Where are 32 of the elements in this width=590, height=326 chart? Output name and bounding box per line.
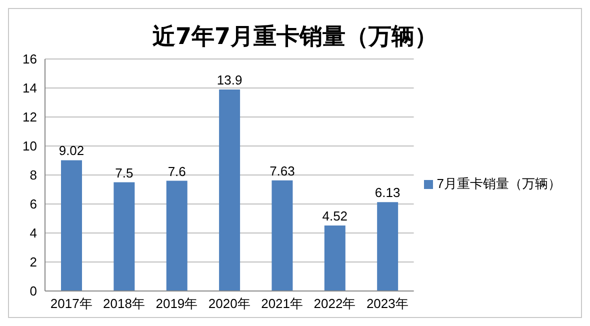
x-tick-label: 2019年 (156, 296, 198, 312)
y-tick-label: 16 (22, 52, 37, 67)
chart-title: 近7年7月重卡销量（万辆） (151, 23, 438, 51)
bar (272, 180, 293, 291)
y-tick-label: 6 (30, 196, 37, 212)
y-tick-label: 12 (22, 110, 37, 125)
x-tick-label: 2023年 (366, 296, 408, 312)
x-tick-label: 2017年 (50, 296, 92, 312)
bar (324, 225, 346, 291)
data-label: 9.02 (58, 143, 84, 158)
data-label: 13.9 (216, 72, 242, 88)
x-tick-label: 2018年 (103, 296, 145, 312)
x-tick-label: 2021年 (261, 296, 304, 312)
bar (61, 160, 82, 291)
legend-label: 7月重卡销量（万辆） (436, 176, 561, 191)
bar (114, 182, 135, 291)
bar (219, 89, 240, 291)
data-label: 7.6 (168, 164, 186, 179)
data-label: 7.5 (115, 165, 134, 180)
x-tick-label: 2022年 (314, 296, 356, 312)
y-tick-label: 4 (30, 226, 37, 241)
bar (377, 202, 398, 291)
y-tick-label: 10 (22, 138, 37, 154)
y-tick-label: 14 (22, 80, 37, 96)
y-tick-label: 0 (30, 284, 37, 299)
data-label: 7.63 (270, 163, 295, 178)
bar (166, 180, 188, 291)
y-tick-label: 2 (30, 254, 37, 270)
data-label: 4.52 (322, 208, 348, 224)
x-tick-label: 2020年 (208, 296, 250, 312)
data-label: 6.13 (374, 185, 400, 200)
y-tick-label: 8 (30, 168, 37, 183)
